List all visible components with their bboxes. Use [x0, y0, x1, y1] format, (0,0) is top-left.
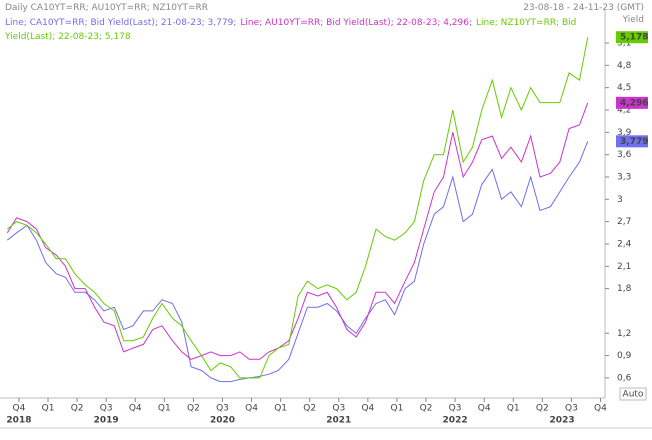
- x-tick-label: Q1: [507, 404, 520, 414]
- legend-entry: Line; NZ10YT=RR; Bid Yield(Last); 22-08-…: [5, 18, 577, 42]
- y-tick-label: 4,5: [617, 83, 631, 93]
- y-tick-label: 0,6: [617, 373, 632, 383]
- year-label: 2021: [326, 416, 351, 426]
- y-tick-label: 3,9: [617, 128, 632, 138]
- last-value-label: 4,296: [620, 98, 648, 108]
- x-tick-label: Q3: [565, 404, 578, 414]
- y-tick-label: 3,3: [617, 172, 631, 182]
- y-tick-label: 4,8: [617, 61, 632, 71]
- last-value-tag: [616, 96, 648, 109]
- x-tick-label: Q1: [274, 404, 287, 414]
- x-tick-label: Q2: [187, 404, 200, 414]
- x-tick-label: Q1: [42, 404, 55, 414]
- legend-entry: Line; AU10YT=RR; Bid Yield(Last); 22-08-…: [240, 18, 473, 28]
- year-label: 2022: [443, 416, 468, 426]
- x-tick-label: Q2: [303, 404, 316, 414]
- x-tick-label: Q1: [158, 404, 171, 414]
- x-tick-label: Q4: [478, 404, 491, 414]
- y-tick-label: 1,2: [617, 329, 631, 339]
- y-tick-label: 5,1: [617, 39, 631, 49]
- x-tick-label: Q2: [420, 404, 433, 414]
- y-tick-label: 3,6: [617, 150, 632, 160]
- x-tick-label: Q4: [245, 404, 258, 414]
- y-tick-label: 2,1: [617, 262, 631, 272]
- x-tick-label: Q3: [216, 404, 229, 414]
- x-tick-label: Q4: [594, 404, 607, 414]
- x-tick-label: Q2: [71, 404, 84, 414]
- year-label: 2018: [6, 416, 31, 426]
- year-label: 2019: [94, 416, 119, 426]
- y-tick-label: 3: [617, 195, 623, 205]
- last-value-label: 5,178: [620, 33, 648, 43]
- x-tick-label: Q1: [391, 404, 404, 414]
- y-tick-label: 2,4: [617, 239, 632, 249]
- last-value-tag: [616, 31, 648, 44]
- x-tick-label: Q4: [129, 404, 142, 414]
- axis-unit: Yield: [622, 15, 644, 25]
- legend: Line; CA10YT=RR; Bid Yield(Last); 21-08-…: [5, 16, 605, 44]
- year-label: 2023: [550, 416, 575, 426]
- x-tick-label: Q4: [13, 404, 26, 414]
- mode-label: Auto: [623, 390, 644, 400]
- last-value-tag: [616, 135, 648, 148]
- y-tick-label: 0,9: [617, 351, 632, 361]
- y-tick-label: 1,8: [617, 284, 632, 294]
- series-line: [6, 141, 589, 383]
- legend-entry: Line; CA10YT=RR; Bid Yield(Last); 21-08-…: [5, 18, 237, 28]
- series-line: [6, 102, 589, 360]
- mode-box: [619, 387, 647, 401]
- series-line: [6, 37, 589, 379]
- x-tick-label: Q3: [100, 404, 113, 414]
- y-tick-label: 2,7: [617, 217, 631, 227]
- y-tick-label: 4,2: [617, 106, 631, 116]
- x-tick-label: Q3: [332, 404, 345, 414]
- x-tick-label: Q3: [449, 404, 462, 414]
- header-title: Daily CA10YT=RR; AU10YT=RR; NZ10YT=RR: [5, 3, 208, 13]
- last-value-label: 3,779: [620, 137, 648, 147]
- x-tick-label: Q2: [536, 404, 549, 414]
- year-label: 2020: [210, 416, 235, 426]
- x-tick-label: Q4: [361, 404, 374, 414]
- header-range: 23-08-18 - 24-11-23 (GMT): [523, 3, 644, 13]
